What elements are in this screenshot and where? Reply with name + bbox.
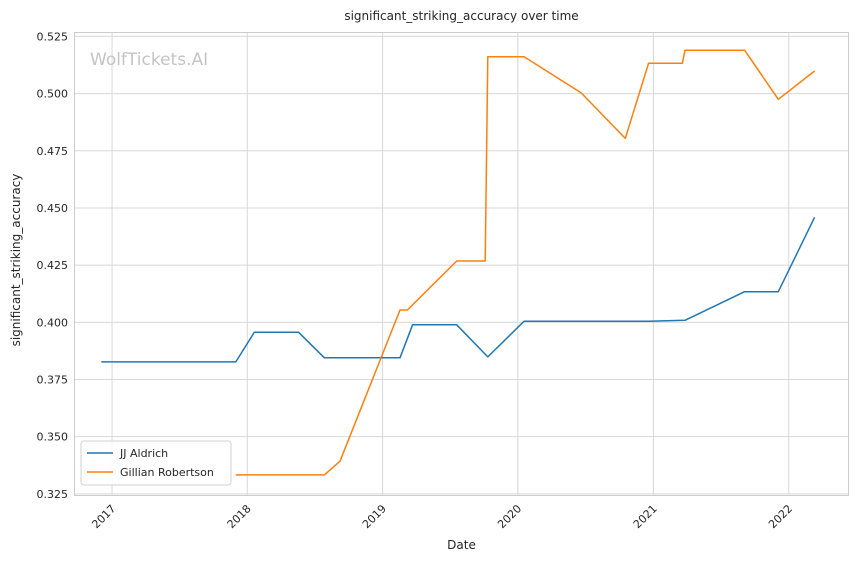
series-layer <box>101 49 816 476</box>
x-tick-label: 2017 <box>89 502 118 531</box>
x-tick-label: 2019 <box>360 502 389 531</box>
series-line-1 <box>235 49 816 476</box>
y-tick-label: 0.375 <box>37 374 69 387</box>
series-line-0 <box>101 216 816 363</box>
watermark: WolfTickets.AI <box>90 50 208 70</box>
y-tick-label: 0.475 <box>37 145 69 158</box>
y-tick-label: 0.400 <box>37 316 69 329</box>
y-axis-ticks: 0.325 0.350 0.375 0.400 0.425 0.450 0.475 0.500… <box>37 30 69 500</box>
chart-title: significant_striking_accuracy over time <box>344 9 578 23</box>
x-tick-label: 2022 <box>766 502 795 531</box>
y-tick-label: 0.325 <box>37 488 69 501</box>
y-axis-label: significant_striking_accuracy <box>9 174 23 347</box>
y-tick-label: 0.525 <box>37 30 69 43</box>
legend-label: JJ Aldrich <box>119 447 168 460</box>
y-tick-label: 0.500 <box>37 88 69 101</box>
grid-lines <box>75 33 848 495</box>
x-axis-label: Date <box>447 538 476 552</box>
legend-box <box>80 440 232 486</box>
y-tick-label: 0.450 <box>37 202 69 215</box>
x-axis-ticks: 2017 2018 2019 2020 2021 2022 <box>89 502 795 531</box>
legend: JJ Aldrich Gillian Robertson <box>80 440 232 486</box>
y-tick-label: 0.425 <box>37 259 69 272</box>
y-tick-label: 0.350 <box>37 431 69 444</box>
plot-area <box>74 32 849 496</box>
x-tick-label: 2018 <box>225 502 254 531</box>
legend-label: Gillian Robertson <box>120 466 214 479</box>
x-tick-label: 2020 <box>495 502 524 531</box>
x-tick-label: 2021 <box>631 502 660 531</box>
